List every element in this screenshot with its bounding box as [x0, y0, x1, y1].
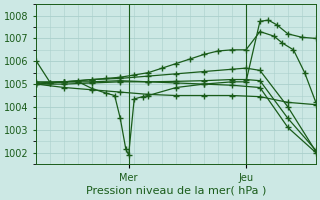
X-axis label: Pression niveau de la mer( hPa ): Pression niveau de la mer( hPa ): [86, 186, 266, 196]
